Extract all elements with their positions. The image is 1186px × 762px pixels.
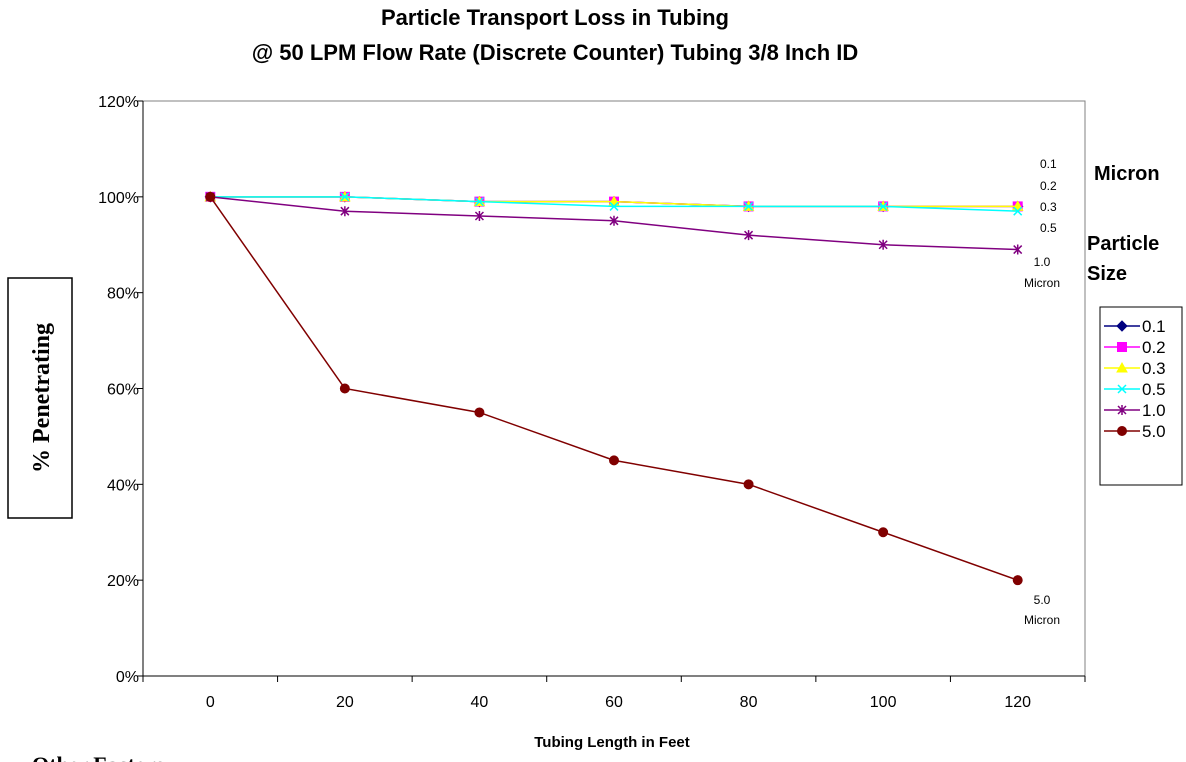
particle-size-label-line1: Particle	[1087, 233, 1159, 255]
data-point	[1013, 244, 1023, 255]
data-point	[878, 239, 888, 250]
annotation-0-1: 0.1	[1040, 157, 1057, 171]
legend-label: 0.1	[1142, 317, 1166, 336]
y-tick-label: 120%	[98, 94, 139, 111]
annotation-0-2: 0.2	[1040, 179, 1057, 193]
x-tick-label: 80	[740, 694, 758, 711]
legend-label: 0.5	[1142, 380, 1166, 399]
data-point	[609, 201, 619, 211]
data-point	[340, 206, 350, 217]
x-axis-label: Tubing Length in Feet	[534, 734, 690, 751]
legend-item: 5.0	[1104, 422, 1166, 441]
data-point	[1013, 206, 1023, 216]
series-line	[209, 196, 1018, 581]
annotation-1-0-unit: Micron	[1024, 276, 1060, 290]
legend-marker	[1117, 405, 1127, 415]
y-tick-label: 0%	[116, 669, 139, 686]
data-point	[744, 201, 754, 211]
x-tick-label: 20	[336, 694, 354, 711]
data-point	[474, 407, 485, 418]
legend-item: 0.5	[1104, 380, 1166, 399]
legend-label: 0.3	[1142, 359, 1166, 378]
legend-label: 5.0	[1142, 422, 1166, 441]
y-axis-label: % Penetrating	[29, 323, 55, 473]
data-point	[474, 211, 484, 221]
legend-label: 0.2	[1142, 338, 1166, 357]
legend-box	[1099, 306, 1183, 486]
series-0-5	[205, 192, 1023, 216]
data-point	[1012, 575, 1023, 586]
data-point	[340, 192, 350, 202]
axes: 0% 20% 40% 60% 80% 100% 120% 0 20 40 60 80 100 120	[98, 94, 1086, 711]
data-point	[474, 197, 484, 207]
y-tick-label: 40%	[107, 477, 139, 494]
footer-text: Other Factors	[32, 752, 165, 762]
legend-marker	[1117, 384, 1127, 394]
legend-item: 0.2	[1104, 338, 1166, 357]
legend: 0.1 0.2 0.3 0.5 1.0 5.0	[1104, 317, 1166, 441]
y-tick-label: 80%	[107, 286, 139, 303]
x-tick-label: 0	[206, 694, 215, 711]
legend-item: 0.1	[1104, 317, 1166, 336]
annotation-0-3: 0.3	[1040, 200, 1057, 214]
annotation-5-0-unit: Micron	[1024, 613, 1060, 627]
x-tick-label: 40	[471, 694, 489, 711]
data-point	[205, 191, 216, 202]
annotation-5-0-value: 5.0	[1034, 593, 1051, 607]
particle-size-label-line2: Size	[1087, 263, 1127, 285]
x-tick-label: 120	[1004, 694, 1031, 711]
data-point	[339, 383, 350, 394]
series-layer	[204, 190, 1024, 586]
micron-label: Micron	[1094, 163, 1160, 185]
y-axis-label-box	[7, 277, 73, 519]
annotation-0-5: 0.5	[1040, 221, 1057, 235]
plot-area	[142, 100, 1086, 677]
y-tick-label: 100%	[98, 190, 139, 207]
data-point	[878, 201, 888, 211]
legend-item: 1.0	[1104, 401, 1166, 420]
legend-marker	[1117, 426, 1127, 436]
data-point	[609, 455, 619, 466]
chart-title: Particle Transport Loss in Tubing	[381, 5, 729, 30]
legend-label: 1.0	[1142, 401, 1166, 420]
series-5-0	[205, 191, 1023, 586]
chart-subtitle: @ 50 LPM Flow Rate (Discrete Counter) Tu…	[252, 40, 859, 65]
x-tick-label: 60	[605, 694, 623, 711]
x-tick-label: 100	[870, 694, 897, 711]
series-1-0	[205, 191, 1023, 255]
legend-marker	[1116, 320, 1128, 332]
data-point	[743, 479, 754, 490]
data-point	[878, 527, 889, 538]
data-point	[609, 215, 619, 226]
annotation-1-0-value: 1.0	[1034, 255, 1051, 269]
y-tick-label: 60%	[107, 382, 139, 399]
legend-item: 0.3	[1104, 359, 1166, 378]
data-point	[744, 230, 754, 241]
legend-marker	[1116, 361, 1128, 373]
y-tick-label: 20%	[107, 573, 139, 590]
legend-marker	[1117, 342, 1127, 352]
